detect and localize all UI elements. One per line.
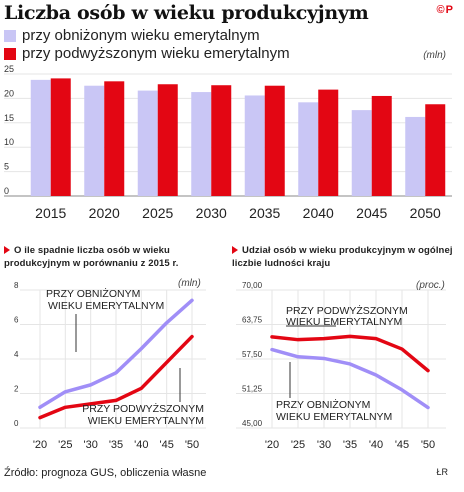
y-tick-label: 0 xyxy=(4,186,9,196)
bar xyxy=(157,84,178,196)
triangle-bullet-icon xyxy=(232,246,238,255)
series-line xyxy=(270,347,430,410)
bar xyxy=(50,78,71,196)
legend-label: przy obniżonym wieku emerytalnym xyxy=(22,27,260,44)
bar xyxy=(318,89,339,196)
x-tick-label: 2020 xyxy=(89,205,120,221)
y-tick-label: 15 xyxy=(4,113,14,123)
left-line-chart: 8 6 4 2 0 '20 '25 '30 '35 '40 '45 '50 (mln) PRZY OBNI… xyxy=(14,278,206,451)
x-tick-label: '20 xyxy=(265,439,279,451)
y-tick-label: 70,00 xyxy=(242,281,263,290)
annotation-label: WIEKU EMERYTALNYM xyxy=(48,300,164,312)
x-tick-label: 2035 xyxy=(249,205,280,221)
y-tick-label: 51,25 xyxy=(242,385,263,394)
y-tick-label: 2 xyxy=(14,385,19,394)
x-tick-label: '50 xyxy=(185,439,199,451)
bar xyxy=(244,95,265,196)
y-tick-label: 0 xyxy=(14,419,19,428)
bar xyxy=(211,85,232,196)
bar xyxy=(264,85,285,196)
chart-title: Liczba osób w wieku produkcyjnym xyxy=(4,2,369,24)
left-chart-title: O ile spadnie liczba osób w wieku produk… xyxy=(4,245,179,269)
series-line xyxy=(270,334,430,373)
x-tick-label: '30 xyxy=(83,439,97,451)
x-tick-label: '35 xyxy=(109,439,123,451)
triangle-bullet-icon xyxy=(4,246,10,255)
bar xyxy=(405,116,426,196)
x-tick-label: '25 xyxy=(291,439,305,451)
y-tick-label: 10 xyxy=(4,137,14,147)
bar xyxy=(191,92,212,196)
series-line xyxy=(38,298,194,410)
bar xyxy=(137,90,158,196)
y-tick-label: 20 xyxy=(4,88,14,98)
y-tick-label: 5 xyxy=(4,162,9,172)
x-tick-label: '25 xyxy=(58,439,72,451)
y-tick-label: 8 xyxy=(14,281,19,290)
x-tick-label: 2050 xyxy=(410,205,441,221)
right-chart-title: Udział osób w wieku produkcyjnym w ogóln… xyxy=(232,245,453,269)
x-tick-label: '35 xyxy=(343,439,357,451)
legend-item-lowered: przy obniżonym wieku emerytalnym xyxy=(4,27,260,44)
author-signature: ŁR xyxy=(436,467,448,477)
y-tick-label: 45,00 xyxy=(242,419,263,428)
right-line-chart: 70,00 63,75 57,50 51,25 45,00 '20 '25 '30 '35 '40… xyxy=(236,280,446,451)
x-tick-label: '45 xyxy=(159,439,173,451)
bar xyxy=(298,102,319,196)
annotation-label: PRZY PODWYŻSZONYM xyxy=(286,304,408,317)
bar xyxy=(84,85,105,196)
bar-chart-unit: (mln) xyxy=(423,50,446,61)
x-tick-label: '50 xyxy=(421,439,435,451)
annotation-label: PRZY PODWYŻSZONYM xyxy=(82,402,204,415)
annotation-label: PRZY OBNIŻONYM xyxy=(276,398,370,411)
x-tick-label: 2025 xyxy=(142,205,173,221)
y-tick-label: 6 xyxy=(14,316,19,325)
x-tick-label: 2045 xyxy=(356,205,387,221)
x-tick-label: 2040 xyxy=(303,205,334,221)
legend-item-raised: przy podwyższonym wieku emerytalnym xyxy=(4,45,290,62)
x-tick-label: 2015 xyxy=(35,205,66,221)
bar xyxy=(371,95,392,196)
x-tick-label: '20 xyxy=(33,439,47,451)
bar xyxy=(351,110,372,196)
x-tick-label: '45 xyxy=(395,439,409,451)
annotation-label: WIEKU EMERYTALNYM xyxy=(276,411,392,423)
y-tick-label: 25 xyxy=(4,64,14,74)
series-line xyxy=(38,334,194,420)
y-tick-label: 4 xyxy=(14,350,19,359)
legend-label: przy podwyższonym wieku emerytalnym xyxy=(22,45,290,62)
x-tick-label: '30 xyxy=(317,439,331,451)
annotation-label: WIEKU EMERYTALNYM xyxy=(286,316,402,328)
x-tick-label: '40 xyxy=(369,439,383,451)
legend-swatch-lavender xyxy=(4,29,16,42)
right-chart-unit: (proc.) xyxy=(416,280,445,291)
brand-logo: ©P xyxy=(436,4,454,16)
left-chart-unit: (mln) xyxy=(178,278,201,289)
annotation-label: WIEKU EMERYTALNYM xyxy=(88,415,204,427)
legend-swatch-red xyxy=(4,47,16,60)
x-tick-label: '40 xyxy=(134,439,148,451)
bar xyxy=(425,104,446,196)
bar xyxy=(104,81,125,196)
bar xyxy=(30,79,51,196)
source-note: Źródło: prognoza GUS, obliczenia własne xyxy=(4,467,207,479)
y-tick-label: 57,50 xyxy=(242,350,263,359)
annotation-label: PRZY OBNIŻONYM xyxy=(46,287,140,300)
x-tick-label: 2030 xyxy=(196,205,227,221)
y-tick-label: 63,75 xyxy=(242,316,263,325)
